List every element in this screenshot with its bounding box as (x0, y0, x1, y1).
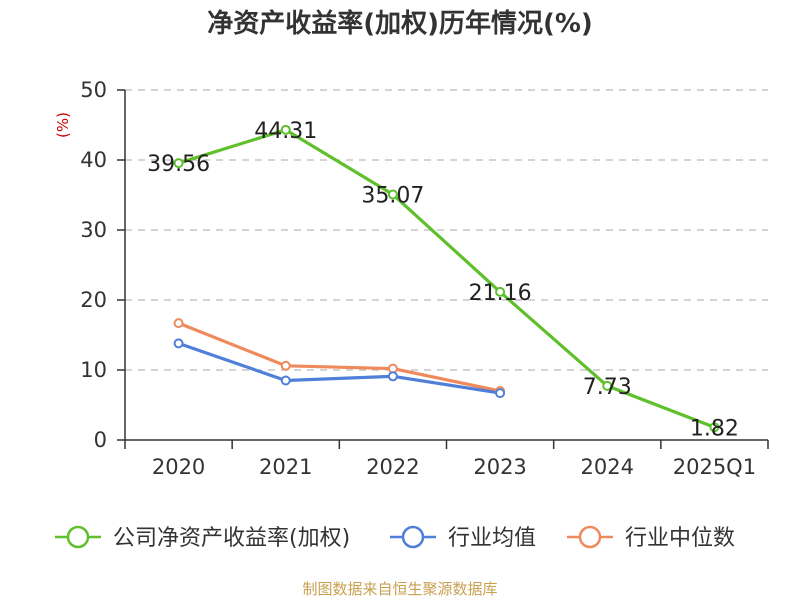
data-label: 39.56 (147, 152, 210, 177)
y-tick-label: 0 (94, 428, 107, 452)
data-point (387, 371, 398, 382)
source-note: 制图数据来自恒生聚源数据库 (302, 580, 497, 598)
data-point (173, 318, 184, 329)
data-point (709, 422, 720, 433)
data-label: 44.31 (254, 119, 317, 144)
data-point (280, 375, 291, 386)
legend-label: 行业均值 (448, 526, 536, 551)
series-line (178, 128, 715, 429)
y-axis-unit: (%) (54, 112, 72, 138)
data-label: 21.16 (469, 281, 532, 306)
chart-title: 净资产收益率(加权)历年情况(%) (207, 8, 593, 39)
x-tick-labels: 2020 2021 2022 2023 2024 2025Q1 (152, 455, 756, 479)
x-tick-label: 2021 (259, 455, 312, 479)
y-tick-label: 30 (80, 218, 107, 242)
data-label: 35.07 (361, 184, 424, 209)
series-points (173, 124, 720, 433)
legend[interactable]: 公司净资产收益率(加权) 行业均值 行业中位数 (55, 525, 735, 551)
legend-label: 行业中位数 (625, 526, 735, 551)
data-point (602, 380, 613, 391)
y-tick-label: 20 (80, 288, 107, 312)
axes (117, 89, 769, 449)
data-point (173, 158, 184, 169)
x-tick-label: 2023 (473, 455, 526, 479)
x-tick-label: 2025Q1 (673, 455, 756, 479)
legend-marker (401, 525, 425, 549)
y-tick-labels: 0 10 20 30 40 50 (80, 78, 107, 452)
legend-label: 公司净资产收益率(加权) (113, 526, 350, 551)
x-tick-label: 2020 (152, 455, 205, 479)
data-point (495, 286, 506, 297)
data-point (387, 189, 398, 200)
data-point (280, 360, 291, 371)
y-tick-label: 40 (80, 148, 107, 172)
data-point (173, 338, 184, 349)
legend-marker (578, 525, 602, 549)
legend-marker (66, 525, 90, 549)
x-tick-label: 2022 (366, 455, 419, 479)
y-tick-label: 50 (80, 78, 107, 102)
data-labels: 39.56 44.31 35.07 21.16 7.73 1.82 (147, 119, 739, 441)
data-label: 7.73 (583, 375, 632, 400)
series-lines (177, 128, 715, 429)
series-line (177, 321, 501, 393)
data-point (280, 124, 291, 135)
data-label: 1.82 (690, 416, 739, 441)
grid-lines (125, 89, 768, 371)
y-tick-label: 10 (80, 358, 107, 382)
data-point (495, 388, 506, 399)
series-line (178, 341, 501, 395)
x-tick-label: 2024 (581, 455, 634, 479)
